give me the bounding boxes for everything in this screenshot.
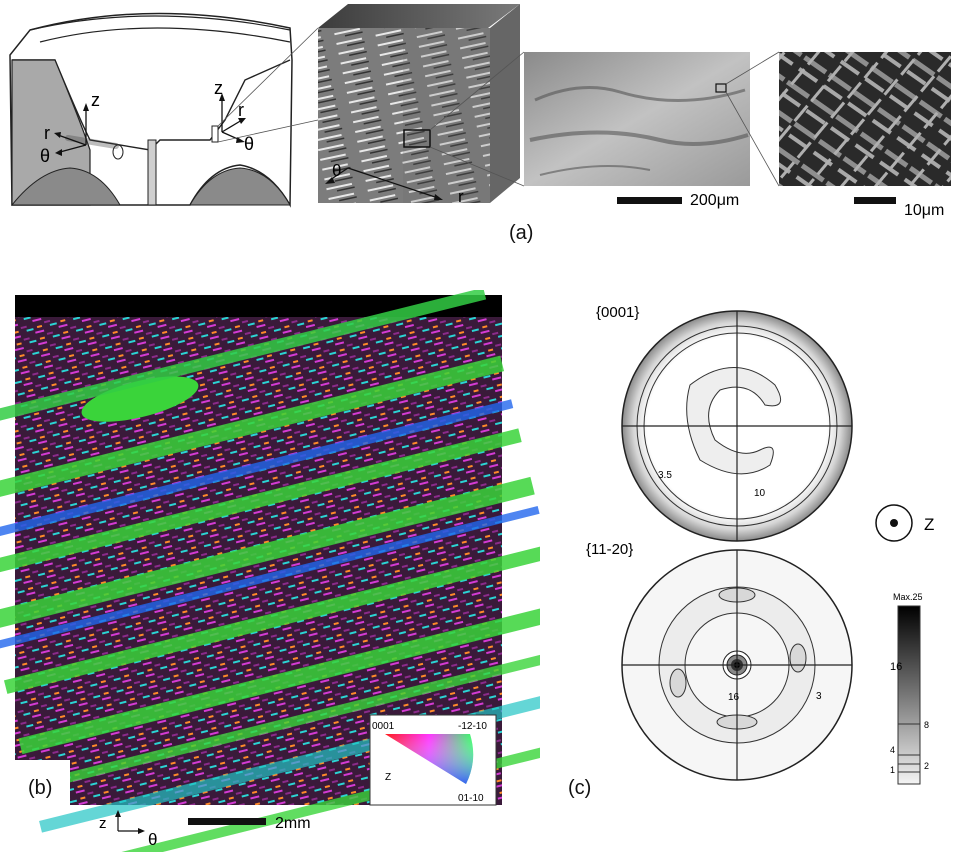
pf2-title: {11-20}: [586, 541, 633, 558]
pole-figures: 3.5 10 {0001} 16 3 {11-20} Z: [586, 304, 934, 785]
ipf-legend: 0001 -12-10 01-10 Z: [369, 714, 497, 806]
microstructure-cube: θ r: [318, 4, 520, 206]
legend-12-10: -12-10: [458, 721, 487, 732]
ebsd-map: 0001 -12-10 01-10 Z z θ 2mm: [0, 287, 597, 857]
disk-left-z-label: z: [91, 90, 100, 110]
pf2-label-3: 3: [816, 691, 822, 702]
disk-right-z-label: z: [214, 78, 223, 98]
legend-0001: 0001: [372, 721, 395, 732]
panel-b-axis-z: z: [99, 815, 107, 832]
disk-left-r-label: r: [44, 123, 50, 143]
pf1-title: {0001}: [596, 304, 639, 321]
legend-01-10: 01-10: [458, 793, 484, 804]
panel-c-label: (c): [568, 777, 592, 799]
pf2-label-16: 16: [728, 692, 740, 703]
colorbar-max: Max.25: [893, 592, 923, 602]
panel-b-label: (b): [28, 777, 53, 799]
colorbar: Max.25 16 8 4 2 1: [890, 592, 929, 785]
disk-schematic: z r θ z r θ: [9, 12, 293, 208]
scale-bar-2mm-label: 2mm: [275, 815, 311, 832]
sem-image-high-mag: 10μm: [779, 52, 951, 219]
disk-right-theta-label: θ: [244, 134, 254, 154]
scale-bar-200um: [617, 197, 682, 204]
panel-a-label: (a): [509, 222, 534, 244]
pf1-label-10: 10: [754, 488, 766, 499]
pole-figure-11-20: 16 3: [621, 549, 853, 781]
panel-a-figure: z r θ z r θ θ r: [9, 4, 951, 219]
disk-right-r-label: r: [238, 100, 244, 120]
scale-bar-2mm: [188, 818, 266, 825]
legend-axis-z: Z: [385, 772, 391, 783]
pf1-label-3-5: 3.5: [658, 470, 672, 481]
cube-r-label: r: [458, 187, 464, 206]
pole-figure-0001: 3.5 10: [621, 310, 853, 542]
z-symbol-label: Z: [924, 515, 934, 534]
scale-bar-10um-label: 10μm: [904, 202, 944, 219]
colorbar-16: 16: [890, 661, 902, 673]
cube-theta-label: θ: [332, 161, 341, 180]
colorbar-4: 4: [890, 745, 895, 755]
ebsd-green-bands: [0, 287, 597, 857]
panel-b: 0001 -12-10 01-10 Z z θ 2mm (b): [0, 287, 597, 857]
panel-c: 3.5 10 {0001} 16 3 {11-20} Z: [560, 290, 960, 852]
disk-left-theta-label: θ: [40, 146, 50, 166]
scale-bar-200um-label: 200μm: [690, 192, 739, 209]
sem-image-low-mag: 200μm: [524, 52, 750, 209]
colorbar-8: 8: [924, 720, 929, 730]
panel-b-axis-theta: θ: [148, 830, 157, 849]
z-axis-symbol: Z: [875, 504, 934, 542]
colorbar-1: 1: [890, 765, 895, 775]
colorbar-2: 2: [924, 761, 929, 771]
panel-a: z r θ z r θ θ r: [0, 0, 962, 250]
scale-bar-10um: [854, 197, 896, 204]
